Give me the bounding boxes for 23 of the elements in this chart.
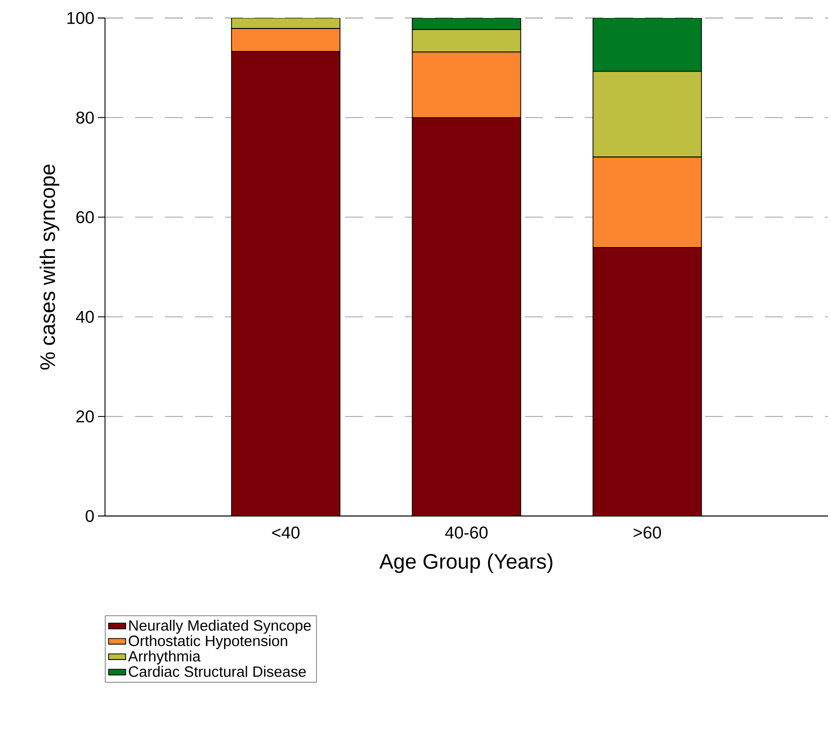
x-tick-label: <40 [272, 526, 300, 539]
legend-label: Arrhythmia [128, 650, 201, 664]
bar [231, 18, 340, 29]
y-tick-label: 40 [76, 310, 94, 323]
y-tick-label: 0 [86, 510, 94, 522]
y-axis-title: % cases with syncope [40, 164, 60, 370]
bar [592, 18, 702, 72]
legend-label: Orthostatic Hypotension [128, 635, 288, 650]
bar [412, 18, 522, 30]
legend-label: Cardiac Structural Disease [128, 666, 306, 677]
y-tick-label: 60 [76, 211, 94, 224]
bar [592, 247, 702, 516]
bar [412, 29, 522, 52]
x-tick-label: 40-60 [445, 526, 488, 539]
bar [592, 70, 702, 158]
y-tick-label: 80 [76, 112, 94, 124]
x-tick-label: >60 [634, 526, 662, 539]
x-axis-title: Age Group (Years) [379, 553, 552, 574]
bar [412, 117, 522, 516]
legend-label: Neurally Mediated Syncope [129, 620, 311, 634]
bar [231, 50, 340, 516]
y-tick-label: 100 [67, 12, 94, 24]
y-tick-label: 20 [76, 410, 94, 422]
